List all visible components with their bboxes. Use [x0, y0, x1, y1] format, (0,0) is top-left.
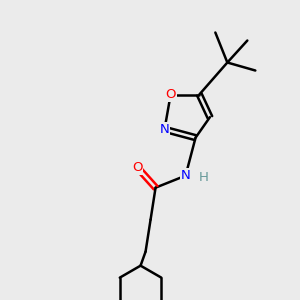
Text: O: O	[132, 161, 143, 174]
Text: N: N	[181, 169, 190, 182]
Text: N: N	[160, 123, 170, 136]
Text: O: O	[165, 88, 176, 101]
Text: H: H	[199, 171, 208, 184]
